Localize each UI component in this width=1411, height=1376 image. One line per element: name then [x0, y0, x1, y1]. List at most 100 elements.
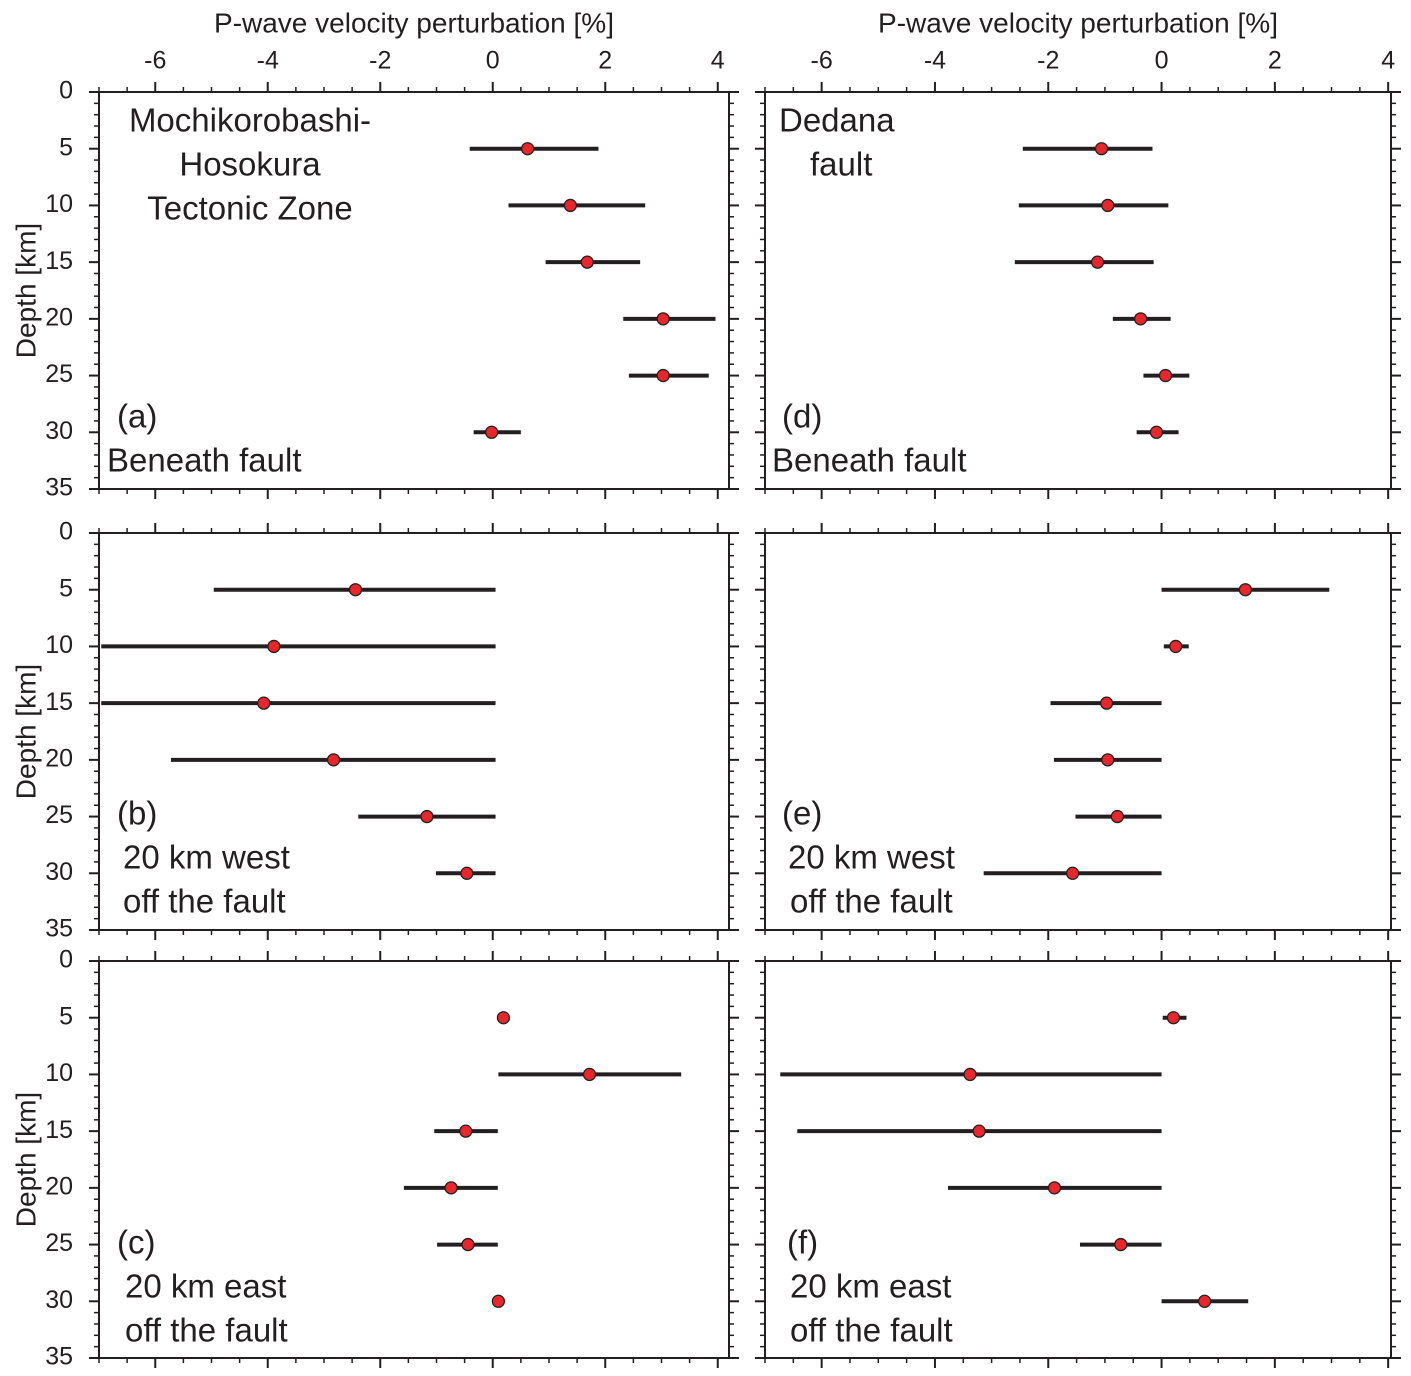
- y-tick-label: 5: [59, 574, 73, 602]
- y-tick-label: 10: [45, 1059, 73, 1087]
- y-tick-label: 35: [45, 474, 73, 502]
- data-point: [1065, 866, 1080, 880]
- annotation: (d): [782, 398, 822, 435]
- y-tick-label: 30: [45, 417, 73, 445]
- y-tick-label: 20: [45, 1172, 73, 1200]
- annotation: Dedana: [779, 102, 895, 139]
- y-tick-label: 15: [45, 1116, 73, 1144]
- annotation: 20 km east: [790, 1268, 951, 1305]
- y-axis-title: Depth [km]: [10, 664, 41, 799]
- plot-frame: [98, 532, 730, 931]
- x-tick-label: 0: [1155, 47, 1169, 75]
- data-point: [326, 753, 341, 767]
- data-point: [580, 255, 594, 269]
- annotation: 20 km east: [125, 1268, 286, 1305]
- plot-frame: [764, 960, 1392, 1359]
- x-axis-title: P-wave velocity perturbation [%]: [878, 7, 1278, 38]
- y-tick-label: 35: [45, 1343, 73, 1371]
- annotation: Tectonic Zone: [147, 190, 352, 227]
- annotation: Beneath fault: [772, 442, 967, 479]
- data-point: [656, 368, 670, 383]
- annotation: Mochikorobashi-: [129, 102, 371, 139]
- data-point: [563, 198, 578, 213]
- x-axis-title: P-wave velocity perturbation [%]: [214, 7, 614, 38]
- data-point: [420, 809, 434, 824]
- data-point: [460, 866, 474, 880]
- data-point: [1197, 1294, 1212, 1308]
- data-point: [459, 1124, 473, 1138]
- data-point: [496, 1011, 511, 1025]
- annotation: Beneath fault: [107, 442, 302, 479]
- data-point: [1149, 425, 1164, 439]
- y-tick-label: 30: [45, 1286, 73, 1314]
- y-tick-label: 5: [59, 133, 73, 161]
- data-point: [1094, 142, 1109, 156]
- data-point: [1169, 639, 1183, 654]
- annotation: fault: [810, 146, 872, 183]
- annotation: 20 km west: [123, 839, 290, 876]
- annotation: 20 km west: [788, 839, 955, 876]
- y-tick-label: 25: [45, 360, 73, 388]
- x-tick-label: -2: [1037, 47, 1059, 75]
- plot-frame: [764, 532, 1392, 931]
- y-tick-label: 0: [59, 946, 73, 974]
- data-point: [1158, 368, 1173, 383]
- data-point: [1047, 1181, 1062, 1195]
- y-tick-label: 30: [45, 858, 73, 886]
- data-point: [582, 1067, 597, 1082]
- data-point: [491, 1294, 506, 1308]
- data-point: [348, 583, 363, 597]
- x-tick-label: -4: [257, 47, 279, 75]
- data-point: [972, 1124, 986, 1138]
- data-point: [1110, 809, 1125, 824]
- data-point: [444, 1181, 458, 1195]
- x-tick-label: 4: [711, 47, 725, 75]
- y-tick-label: 20: [45, 303, 73, 331]
- y-tick-label: 35: [45, 915, 73, 943]
- annotation: off the fault: [123, 883, 286, 920]
- y-tick-label: 25: [45, 1229, 73, 1257]
- y-tick-label: 10: [45, 190, 73, 218]
- x-tick-label: 0: [486, 47, 500, 75]
- data-point: [1101, 753, 1115, 767]
- plot-frame: [764, 91, 1392, 490]
- data-point: [1090, 255, 1105, 269]
- y-tick-label: 15: [45, 688, 73, 716]
- x-tick-label: -4: [924, 47, 946, 75]
- annotation: (c): [117, 1224, 155, 1261]
- data-point: [520, 142, 535, 156]
- data-point: [1101, 198, 1115, 213]
- data-point: [1099, 696, 1114, 710]
- data-point: [1114, 1237, 1128, 1252]
- data-point: [257, 696, 271, 710]
- data-point: [656, 312, 670, 326]
- data-point: [1133, 312, 1148, 326]
- y-tick-label: 5: [59, 1002, 73, 1030]
- annotation: (f): [787, 1224, 818, 1261]
- plot-frame: [98, 91, 730, 490]
- x-tick-label: -6: [811, 47, 833, 75]
- annotation: (e): [782, 795, 822, 832]
- y-tick-label: 20: [45, 744, 73, 772]
- data-point: [1238, 583, 1253, 597]
- x-tick-label: -2: [369, 47, 391, 75]
- plot-frame: [98, 960, 730, 1359]
- data-point: [1166, 1011, 1181, 1025]
- data-point: [267, 639, 281, 654]
- y-axis-title: Depth [km]: [10, 1092, 41, 1227]
- x-tick-label: 2: [1268, 47, 1282, 75]
- annotation: off the fault: [790, 883, 953, 920]
- data-point: [461, 1237, 475, 1252]
- annotation: off the fault: [790, 1312, 953, 1349]
- y-tick-label: 0: [59, 518, 73, 546]
- x-tick-label: 2: [598, 47, 612, 75]
- data-point: [484, 425, 499, 439]
- annotation: Hosokura: [179, 146, 321, 183]
- y-axis-title: Depth [km]: [10, 223, 41, 358]
- annotation: (b): [117, 795, 157, 832]
- y-tick-label: 10: [45, 631, 73, 659]
- data-point: [963, 1067, 977, 1082]
- x-tick-label: -6: [144, 47, 166, 75]
- y-tick-label: 15: [45, 247, 73, 275]
